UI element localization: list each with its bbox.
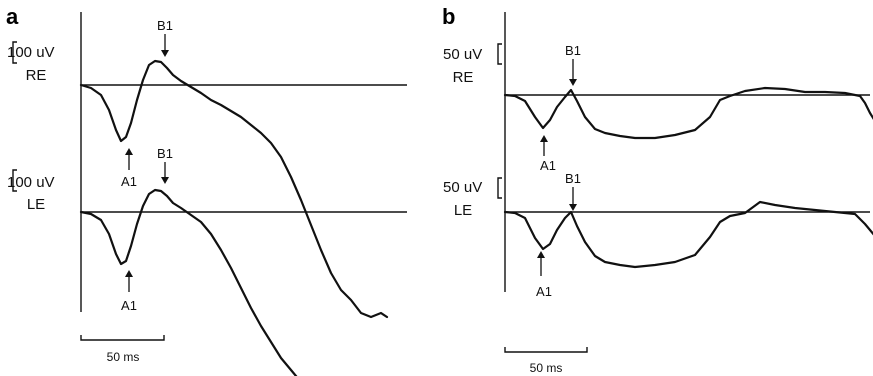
panel-b-letter: b [442,4,455,29]
panel-b-le-b1-marker: B1 [565,171,581,211]
panel-b-re-b1-label: B1 [565,43,581,58]
panel-a-time-scale-bar [80,335,165,341]
panel-a-re-trace [79,59,389,319]
panel-a-le-a1-marker: A1 [121,270,137,313]
panel-b-re-amplitude-label: 50 uV [443,46,482,63]
panel-a-re-a1-label: A1 [121,174,137,189]
panel-b-le-a1-arrowhead [537,251,545,258]
panel-a-re-a1-arrowhead [125,148,133,155]
panel-a-letter: a [6,4,19,29]
panel-b-le-eye-label: LE [454,202,472,219]
panel-b-le-amplitude-bracket [497,177,502,199]
panel-a-le-b1-label: B1 [157,146,173,161]
panel-b-time-scale-label: 50 ms [530,361,563,375]
panel-b-re-b1-arrowhead [569,79,577,86]
panel-b-le-b1-label: B1 [565,171,581,186]
panel-a-le-amplitude-label: 100 uV [7,174,55,191]
panel-a-le-b1-arrowhead [161,177,169,184]
panel-b-le-a1-marker: A1 [536,251,552,299]
panel-a-time-scale-label: 50 ms [107,350,140,364]
panel-b-time-scale-bar [504,347,588,353]
panel-a-le-a1-arrowhead [125,270,133,277]
panel-b-re-a1-arrowhead [540,135,548,142]
panel-b: b 50 uV RE B1 A1 50 uV LE B1 [442,4,873,375]
panel-a-le-b1-marker: B1 [157,146,173,184]
panel-a-re-a1-marker: A1 [121,148,137,189]
panel-b-re-amplitude-bracket [497,43,502,65]
panel-a-re-amplitude-label: 100 uV [7,44,55,61]
panel-a-re-amplitude-bracket [12,41,17,64]
panel-b-le-amplitude-label: 50 uV [443,179,482,196]
panel-a-le-trace [79,188,298,376]
panel-a-le-a1-label: A1 [121,298,137,313]
panel-b-le-a1-label: A1 [536,284,552,299]
panel-b-re-a1-marker: A1 [540,135,556,173]
panel-a-le-eye-label: LE [27,196,45,213]
panel-a-re-b1-label: B1 [157,18,173,33]
panel-b-re-a1-label: A1 [540,158,556,173]
panel-a-re-b1-arrowhead [161,50,169,57]
panel-b-le-b1-arrowhead [569,204,577,211]
panel-b-re-b1-marker: B1 [565,43,581,86]
panel-a-le-amplitude-bracket [12,169,17,192]
panel-b-re-eye-label: RE [453,69,474,86]
panel-a-re-eye-label: RE [26,67,47,84]
panel-a-re-b1-marker: B1 [157,18,173,57]
panel-b-le-trace [503,200,873,269]
panel-b-re-trace [503,86,873,140]
panel-a: a 100 uV RE B1 A1 100 uV LE B1 [6,4,407,376]
